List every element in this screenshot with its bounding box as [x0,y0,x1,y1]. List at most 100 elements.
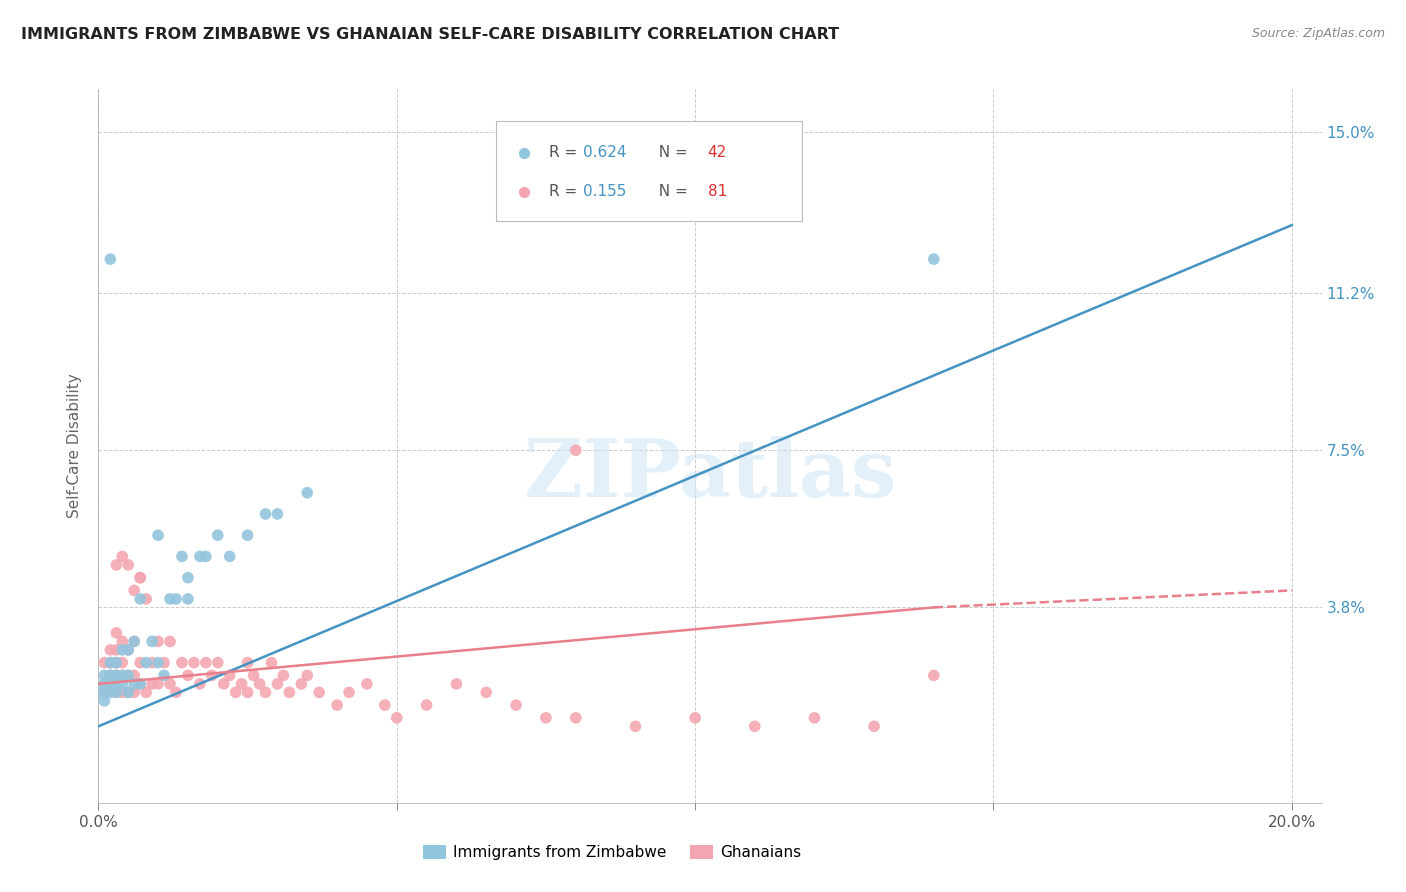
Point [98,677,121,691]
Point [165,685,187,699]
Point [93,668,115,682]
Point [146,528,169,542]
Point [141,677,163,691]
Text: 81: 81 [707,184,727,199]
Point [117,685,139,699]
Point [194,549,217,564]
Point [117,558,139,572]
Point [122,583,145,598]
Point [242,668,264,682]
Point [105,677,128,691]
Point [129,677,152,691]
Point [266,507,288,521]
Point [922,668,945,682]
Point [111,677,134,691]
Point [170,656,193,670]
Point [505,698,527,712]
Point [105,558,128,572]
Point [122,677,145,691]
Point [105,685,128,699]
Point [201,668,224,682]
Point [135,685,157,699]
Point [98,252,121,266]
Point [146,677,169,691]
Text: IMMIGRANTS FROM ZIMBABWE VS GHANAIAN SELF-CARE DISABILITY CORRELATION CHART: IMMIGRANTS FROM ZIMBABWE VS GHANAIAN SEL… [21,27,839,42]
Point [475,685,498,699]
Point [170,549,193,564]
Point [207,528,229,542]
Point [117,685,139,699]
Point [218,549,240,564]
Point [236,528,259,542]
Point [337,685,360,699]
Point [212,677,235,691]
Point [207,656,229,670]
Point [415,698,437,712]
Point [111,656,134,670]
Point [225,685,247,699]
Point [385,711,408,725]
Text: 42: 42 [707,145,727,161]
Point [534,711,557,725]
Point [98,643,121,657]
Point [146,634,169,648]
Point [93,685,115,699]
Point [249,677,271,691]
Point [105,685,128,699]
Point [188,677,211,691]
Point [93,677,115,691]
Point [111,668,134,682]
Point [744,719,766,733]
Point [153,668,176,682]
Point [159,634,181,648]
Point [111,549,134,564]
Point [297,485,319,500]
Point [231,677,253,691]
Point [624,719,647,733]
Point [98,685,121,699]
Text: Source: ZipAtlas.com: Source: ZipAtlas.com [1251,27,1385,40]
Y-axis label: Self-Care Disability: Self-Care Disability [67,374,83,518]
Point [254,685,277,699]
Point [183,656,205,670]
Point [254,507,277,521]
Point [188,549,211,564]
Point [159,591,181,606]
Point [326,698,349,712]
FancyBboxPatch shape [496,121,801,221]
Point [122,668,145,682]
Point [356,677,378,691]
Point [111,685,134,699]
Point [863,719,886,733]
Point [565,711,588,725]
Point [117,643,139,657]
Point [122,634,145,648]
Point [278,685,301,699]
Point [129,656,152,670]
Point [194,656,217,670]
Point [177,571,200,585]
Point [111,668,134,682]
Point [308,685,330,699]
Point [105,643,128,657]
Point [93,694,115,708]
Point [141,656,163,670]
Text: N =: N = [650,145,693,161]
Point [98,668,121,682]
Point [266,677,288,691]
Point [98,656,121,670]
Point [105,668,128,682]
Point [98,677,121,691]
Point [135,656,157,670]
Text: 0.155: 0.155 [583,184,626,199]
Point [153,656,176,670]
Point [177,591,200,606]
Point [129,677,152,691]
Point [90,685,112,699]
Point [565,443,588,458]
Point [803,711,825,725]
Point [683,711,706,725]
Text: 0.624: 0.624 [583,145,626,161]
Point [93,677,115,691]
Text: ZIPatlas: ZIPatlas [524,435,896,514]
